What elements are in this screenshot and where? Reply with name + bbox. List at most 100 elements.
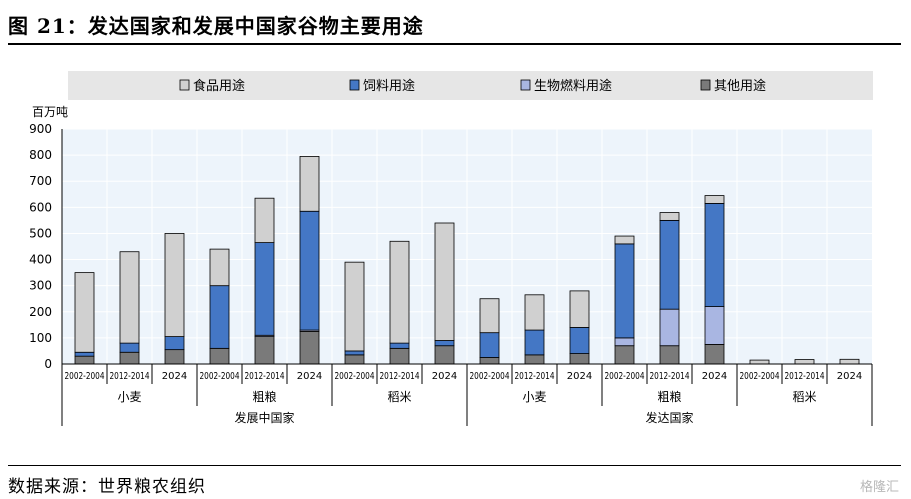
bars	[74, 156, 860, 365]
bar-segment-feed	[479, 332, 500, 358]
bar-segment-food	[389, 240, 410, 344]
bar-segment-food	[344, 261, 365, 352]
bar-segment-other	[524, 354, 545, 365]
y-tick-label: 600	[29, 200, 52, 214]
x-tick-label: 2024	[162, 371, 187, 382]
x-tick-label: 2024	[567, 371, 592, 382]
bar-segment-food	[479, 298, 500, 334]
bar-segment-other	[164, 349, 185, 365]
region-group-label: 发达国家	[645, 410, 693, 425]
y-tick-label: 300	[29, 279, 52, 293]
x-tick-label: 2012-2014	[650, 371, 690, 382]
figure-title: 图 21：发达国家和发展中国家谷物主要用途	[8, 14, 424, 38]
bar-segment-food	[434, 222, 455, 341]
gridlines	[62, 128, 872, 364]
bar-segment-biofuel	[704, 306, 725, 345]
y-tick-label: 400	[29, 253, 52, 267]
y-tick-label: 700	[29, 174, 52, 188]
bar-segment-feed	[704, 203, 725, 307]
x-tick-label: 2024	[432, 371, 457, 382]
y-tick-label: 800	[29, 148, 52, 162]
bar-segment-food	[164, 233, 185, 337]
bar-segment-food	[704, 195, 725, 204]
bar-segment-feed	[164, 336, 185, 351]
legend-swatch-biofuel	[520, 79, 531, 91]
bar-segment-other	[569, 353, 590, 365]
bar-segment-feed	[434, 340, 455, 347]
bar-segment-other	[659, 345, 680, 365]
x-axis-labels: 2002-2004 2012-2014 2024 2002-2004 2012-2014…	[61, 364, 873, 426]
bar-segment-other	[254, 336, 275, 365]
y-tick-label: 900	[29, 122, 52, 136]
bar-segment-other	[119, 351, 140, 365]
bar-segment-food	[254, 197, 275, 243]
title-rule	[8, 43, 901, 45]
legend-swatch-feed	[349, 79, 360, 91]
bar-segment-other	[74, 355, 95, 365]
bar-segment-feed	[254, 242, 275, 336]
x-tick-label: 2002-2004	[65, 371, 105, 382]
legend-label-biofuel: 生物燃料用途	[534, 78, 612, 94]
bar-segment-food	[299, 156, 320, 212]
bar-segment-other	[479, 357, 500, 365]
crop-group-label: 粗粮	[657, 389, 681, 404]
bar-segment-biofuel	[614, 337, 635, 347]
bar-segment-feed	[299, 210, 320, 331]
bar-segment-food	[74, 272, 95, 353]
bar-segment-feed	[659, 219, 680, 310]
region-group-label: 发展中国家	[234, 410, 294, 425]
bar-segment-other	[209, 347, 230, 365]
bar-segment-other	[344, 354, 365, 365]
source-note: 数据来源：世界粮农组织	[8, 477, 206, 497]
x-tick-label: 2012-2014	[245, 371, 285, 382]
crop-group-label: 粗粮	[252, 389, 276, 404]
bar-segment-food	[749, 359, 770, 365]
legend-background	[68, 71, 873, 100]
y-tick-label: 500	[29, 226, 52, 240]
legend-label-food: 食品用途	[193, 78, 245, 94]
bar-segment-other	[434, 345, 455, 365]
x-tick-label: 2012-2014	[110, 371, 150, 382]
legend-label-feed: 饲料用途	[363, 78, 415, 94]
crop-group-label: 小麦	[522, 390, 546, 404]
crop-group-label: 稻米	[387, 390, 411, 404]
x-tick-label: 2024	[702, 371, 727, 382]
y-tick-label: 0	[44, 357, 52, 371]
x-tick-label: 2012-2014	[515, 371, 555, 382]
bar-segment-food	[524, 294, 545, 331]
y-unit-label: 百万吨	[32, 105, 68, 119]
crop-group-label: 小麦	[117, 390, 141, 404]
bar-segment-feed	[614, 243, 635, 339]
legend: 食品用途 饲料用途 生物燃料用途 其他用途	[179, 78, 766, 94]
bar-segment-feed	[569, 327, 590, 354]
x-tick-label: 2024	[837, 371, 862, 382]
x-tick-label: 2002-2004	[470, 371, 510, 382]
x-tick-label: 2002-2004	[740, 371, 780, 382]
bar-segment-biofuel	[659, 308, 680, 347]
x-tick-label: 2002-2004	[335, 371, 375, 382]
bar-segment-other	[299, 330, 320, 365]
y-tick-label: 100	[29, 331, 52, 345]
legend-swatch-food	[179, 79, 190, 91]
legend-label-other: 其他用途	[714, 78, 766, 94]
bar-segment-feed	[209, 285, 230, 349]
bar-segment-food	[659, 212, 680, 221]
bar-segment-feed	[344, 350, 365, 356]
bar-segment-other	[614, 345, 635, 365]
bar-segment-food	[794, 359, 815, 365]
bar-segment-food	[839, 358, 860, 365]
bar-segment-food	[614, 235, 635, 245]
watermark: 格隆汇	[859, 480, 899, 495]
bar-segment-food	[119, 251, 140, 344]
x-tick-label: 2002-2004	[200, 371, 240, 382]
legend-swatch-other	[700, 79, 711, 91]
bar-segment-food	[569, 290, 590, 328]
crop-group-label: 稻米	[792, 390, 816, 404]
x-tick-label: 2002-2004	[605, 371, 645, 382]
bar-segment-feed	[74, 351, 95, 357]
bar-segment-food	[209, 248, 230, 287]
x-tick-label: 2012-2014	[785, 371, 825, 382]
bar-segment-other	[704, 344, 725, 365]
bar-segment-feed	[524, 329, 545, 356]
